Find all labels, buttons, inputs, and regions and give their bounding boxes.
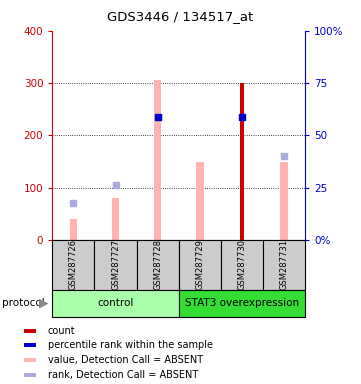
Bar	[25, 329, 36, 333]
Bar	[263, 240, 305, 290]
Bar	[112, 198, 119, 240]
Text: rank, Detection Call = ABSENT: rank, Detection Call = ABSENT	[48, 370, 198, 380]
Bar	[70, 219, 77, 240]
Bar	[196, 162, 204, 240]
Text: GDS3446 / 134517_at: GDS3446 / 134517_at	[107, 10, 254, 23]
Text: control: control	[97, 298, 134, 308]
Text: GSM287727: GSM287727	[111, 240, 120, 290]
Text: percentile rank within the sample: percentile rank within the sample	[48, 340, 213, 350]
Bar	[52, 240, 95, 290]
Bar	[136, 240, 179, 290]
Text: GSM287730: GSM287730	[238, 240, 246, 290]
Text: ▶: ▶	[39, 297, 49, 310]
Bar	[280, 162, 288, 240]
Bar	[240, 83, 244, 240]
Text: GSM287729: GSM287729	[195, 240, 204, 290]
Text: GSM287728: GSM287728	[153, 240, 162, 290]
Text: count: count	[48, 326, 75, 336]
Bar	[95, 240, 136, 290]
Bar	[179, 290, 305, 317]
Text: GSM287731: GSM287731	[279, 240, 288, 290]
Bar	[154, 80, 161, 240]
Bar	[25, 373, 36, 377]
Bar	[25, 358, 36, 362]
Bar	[179, 240, 221, 290]
Bar	[52, 290, 179, 317]
Bar	[221, 240, 263, 290]
Text: value, Detection Call = ABSENT: value, Detection Call = ABSENT	[48, 355, 203, 365]
Text: STAT3 overexpression: STAT3 overexpression	[185, 298, 299, 308]
Text: GSM287726: GSM287726	[69, 240, 78, 290]
Text: protocol: protocol	[2, 298, 44, 308]
Bar	[25, 343, 36, 348]
